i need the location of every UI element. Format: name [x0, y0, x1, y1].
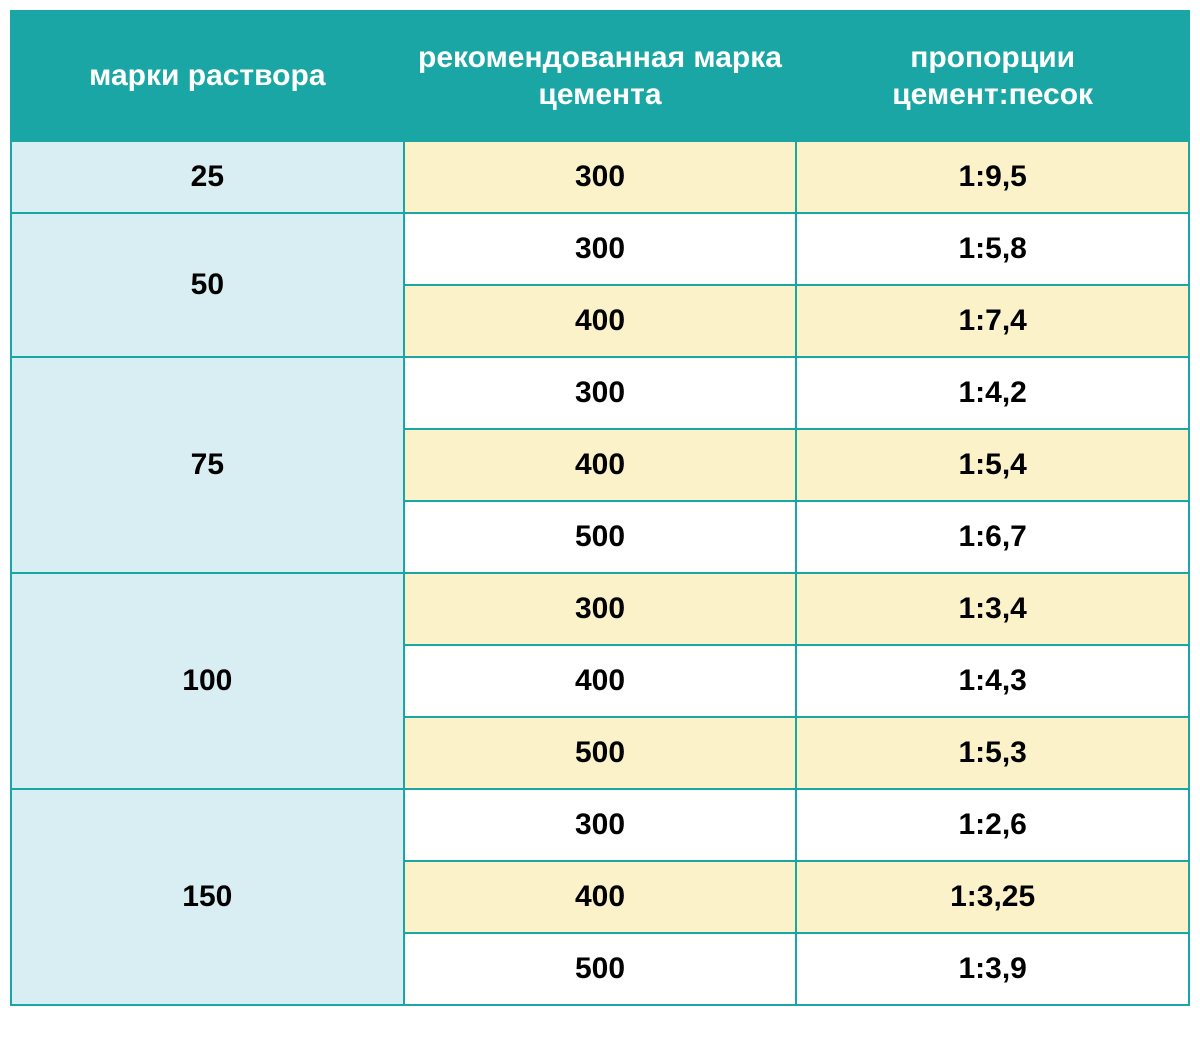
cell-cement: 300 [404, 141, 797, 213]
cell-cement: 300 [404, 573, 797, 645]
column-header-cement: рекомендованная марка цемента [404, 11, 797, 141]
column-header-grade: марки раствора [11, 11, 404, 141]
cell-cement: 500 [404, 933, 797, 1005]
cell-ratio: 1:7,4 [796, 285, 1189, 357]
cell-cement: 300 [404, 789, 797, 861]
cell-ratio: 1:2,6 [796, 789, 1189, 861]
table-row: 75 300 1:4,2 [11, 357, 1189, 429]
table-row: 25 300 1:9,5 [11, 141, 1189, 213]
cell-cement: 500 [404, 501, 797, 573]
cell-grade: 25 [11, 141, 404, 213]
cell-ratio: 1:5,3 [796, 717, 1189, 789]
cell-cement: 500 [404, 717, 797, 789]
cell-ratio: 1:4,2 [796, 357, 1189, 429]
column-header-ratio: пропорции цемент:песок [796, 11, 1189, 141]
cell-grade: 50 [11, 213, 404, 357]
cell-ratio: 1:9,5 [796, 141, 1189, 213]
cell-cement: 400 [404, 861, 797, 933]
cell-grade: 100 [11, 573, 404, 789]
table-row: 150 300 1:2,6 [11, 789, 1189, 861]
cell-cement: 400 [404, 429, 797, 501]
cell-ratio: 1:4,3 [796, 645, 1189, 717]
table-row: 50 300 1:5,8 [11, 213, 1189, 285]
cell-cement: 400 [404, 645, 797, 717]
mortar-proportions-table: марки раствора рекомендованная марка цем… [10, 10, 1190, 1006]
cell-ratio: 1:3,25 [796, 861, 1189, 933]
cell-cement: 300 [404, 213, 797, 285]
cell-ratio: 1:5,4 [796, 429, 1189, 501]
cell-cement: 400 [404, 285, 797, 357]
cell-ratio: 1:6,7 [796, 501, 1189, 573]
cell-cement: 300 [404, 357, 797, 429]
cell-ratio: 1:3,4 [796, 573, 1189, 645]
cell-ratio: 1:5,8 [796, 213, 1189, 285]
table-row: 100 300 1:3,4 [11, 573, 1189, 645]
cell-grade: 150 [11, 789, 404, 1005]
cell-ratio: 1:3,9 [796, 933, 1189, 1005]
table-header-row: марки раствора рекомендованная марка цем… [11, 11, 1189, 141]
cell-grade: 75 [11, 357, 404, 573]
